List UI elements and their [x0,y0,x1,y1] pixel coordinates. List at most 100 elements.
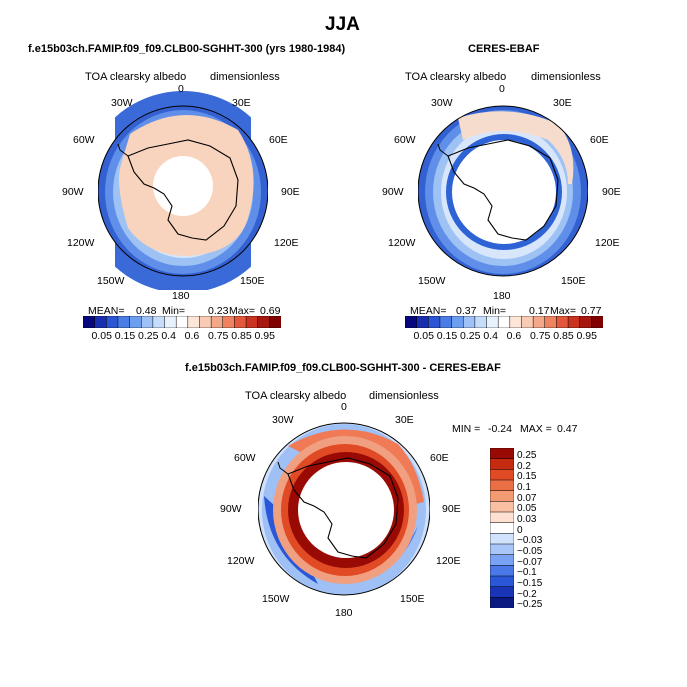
colorbar-swatch [451,316,464,328]
colorbar-tick-label: 0.1 [517,482,531,493]
colorbar-swatch [490,575,514,588]
colorbar-swatch [222,316,235,328]
panel3-lon-0: 0 [341,401,347,413]
colorbar-swatch [490,490,514,502]
panel2-lon-120w: 120W [388,237,416,249]
colorbar-swatch [175,316,189,328]
colorbar-swatch [490,565,514,577]
colorbar-swatch [129,316,142,328]
colorbar-tick-label: 0.07 [517,492,537,504]
panel1-lon-120w: 120W [67,237,95,249]
colorbar-tick-label: −0.07 [517,556,543,568]
panel2-map [418,105,588,277]
panel1-lon-90e: 90E [281,186,300,198]
colorbar-tick-label: 0.25 [460,330,481,342]
panel3-map [258,422,430,596]
colorbar-tick-label: 0.15 [517,471,537,483]
colorbar-swatch [210,316,224,328]
colorbar-swatch [405,316,418,328]
panel3-lon-60w: 60W [234,452,256,464]
panel1-lon-60e: 60E [269,134,288,146]
colorbar-tick-label: 0.4 [161,330,176,342]
colorbar-swatch [428,316,441,328]
panel2-lon-60e: 60E [590,134,609,146]
panel2-lon-60w: 60W [394,134,416,146]
panel3-lon-30w: 30W [272,414,294,426]
colorbar-tick-label: 0.15 [114,330,136,342]
colorbar-swatch [234,316,247,328]
panel1-lon-30w: 30W [111,97,133,109]
panel3-lon-90e: 90E [442,503,461,515]
panel2-lon-150w: 150W [418,275,446,287]
colorbar-swatch [591,316,603,328]
colorbar-tick-label: 0.03 [517,514,537,525]
panel1-lon-90w: 90W [62,186,84,198]
colorbar-tick-label: 0.05 [413,330,434,342]
colorbar-swatch [579,316,592,328]
colorbar-swatch [556,316,569,328]
panel2-lon-150e: 150E [561,275,586,287]
colorbar-swatch [245,316,259,328]
panel2-lon-90e: 90E [602,186,621,198]
panel1-variable: TOA clearsky albedo [85,71,187,83]
panel1-mean: 0.48 [136,305,157,317]
colorbar-swatch [490,458,514,470]
colorbar-swatch [532,316,546,328]
panel1-max: 0.69 [260,305,281,317]
panel2-mean-label: MEAN= [410,305,447,317]
colorbar-tick-label: 0.6 [506,330,522,342]
panel1-lon-0: 0 [178,83,184,95]
colorbar-tick-label: 0.05 [517,503,537,515]
panel3-min: -0.24 [488,423,512,435]
panel1-units: dimensionless [210,71,280,83]
panel3-max: 0.47 [557,423,578,435]
colorbar-swatch [474,316,488,328]
colorbar-swatch [187,316,201,328]
colorbar-swatch [269,316,281,328]
colorbar-swatch [106,316,119,328]
colorbar-tick-label: 0.4 [483,330,498,342]
colorbar-swatch [490,533,514,545]
colorbar-swatch [490,501,514,513]
figure-title: JJA [325,14,360,35]
colorbar-swatch [490,522,514,534]
colorbar-swatch [490,469,514,481]
panel3-lon-150e: 150E [400,593,425,605]
colorbar-swatch [490,543,514,556]
colorbar-tick-label: 0.85 [553,330,574,342]
colorbar-swatch [416,316,429,328]
colorbar-tick-label: −0.03 [517,535,543,547]
panel2-lon-30e: 30E [553,97,572,109]
panel1-min: 0.23 [208,305,229,317]
panel1-map-full [98,105,268,277]
panel2-min-label: Min= [483,305,507,317]
colorbar-tick-label: −0.05 [517,546,543,557]
panel2-max: 0.77 [581,305,602,317]
colorbar-swatch [462,316,476,328]
colorbar-swatch [83,316,96,328]
colorbar-swatch [152,316,166,328]
colorbar-swatch [486,316,499,328]
panel2-units: dimensionless [531,71,601,83]
colorbar-swatch [521,316,534,328]
panel1-lon-60w: 60W [73,134,95,146]
panel3-lon-30e: 30E [395,414,414,426]
colorbar-swatch [497,316,511,328]
colorbar-tick-label: 0.25 [138,330,159,342]
panel1-coastline [127,139,239,241]
panel1-lon-180: 180 [172,290,190,302]
panel3-lon-90w: 90W [220,503,242,515]
panel2-title: CERES-EBAF [468,43,540,55]
panel3-variable: TOA clearsky albedo [245,390,347,402]
panel2-mean: 0.37 [456,305,477,317]
panel2-lon-120e: 120E [595,237,620,249]
panel2-min: 0.17 [529,305,550,317]
colorbar-swatch [567,316,581,328]
panel3-title: f.e15b03ch.FAMIP.f09_f09.CLB00-SGHHT-300… [185,362,501,374]
panel1-lon-30e: 30E [232,97,251,109]
panel2-lon-180: 180 [493,290,511,302]
colorbar-tick-label: 0.95 [254,330,275,342]
colorbar-swatch [117,316,131,328]
panel2-lon-30w: 30W [431,97,453,109]
colorbar-tick-label: 0.75 [529,330,551,342]
